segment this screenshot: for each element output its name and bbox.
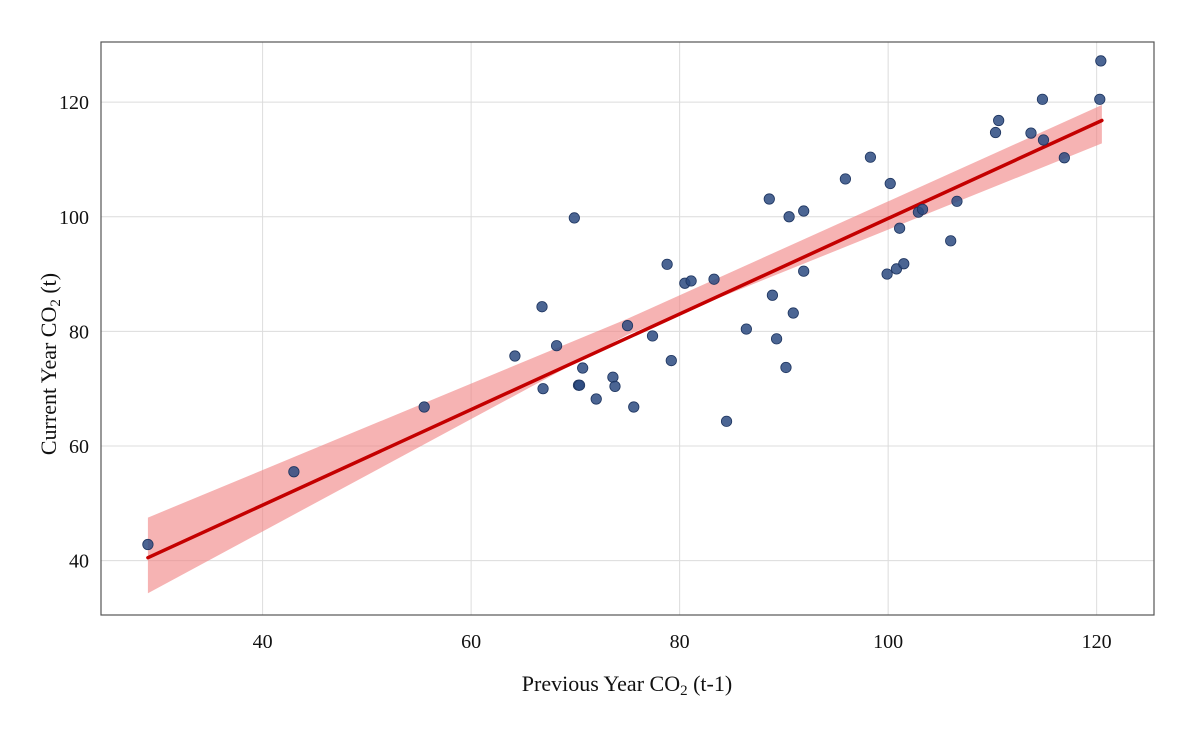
y-axis-label: Current Year CO2 (t) xyxy=(36,273,64,455)
regression-line xyxy=(146,118,1104,560)
data-point xyxy=(418,401,430,413)
data-point xyxy=(142,538,154,551)
x-tick-label: 80 xyxy=(670,631,690,653)
data-point xyxy=(551,340,563,352)
data-point xyxy=(881,268,893,280)
data-point xyxy=(537,383,549,395)
grid xyxy=(101,42,1154,615)
data-points-layer xyxy=(142,55,1107,551)
data-point xyxy=(288,466,300,478)
data-point xyxy=(989,126,1002,139)
y-tick-label: 40 xyxy=(69,551,89,573)
data-point xyxy=(536,301,548,313)
y-tick-label: 100 xyxy=(59,207,89,229)
regression-line-layer xyxy=(146,118,1104,560)
data-point xyxy=(1095,55,1107,67)
data-point xyxy=(993,114,1005,127)
data-point xyxy=(607,371,619,383)
y-axis-ticks: 40 60 80 100 120 xyxy=(59,92,89,572)
confidence-band-layer xyxy=(147,105,1102,594)
data-point xyxy=(646,330,659,342)
data-point xyxy=(609,380,621,392)
data-point xyxy=(780,361,792,374)
data-point xyxy=(763,193,775,205)
data-point xyxy=(590,393,602,405)
data-point xyxy=(568,212,580,224)
data-point xyxy=(798,265,810,277)
data-point xyxy=(740,323,752,335)
data-point xyxy=(1037,134,1050,146)
data-point xyxy=(787,307,799,319)
data-point xyxy=(770,333,783,345)
data-point xyxy=(628,401,640,413)
data-point xyxy=(864,151,877,163)
y-tick-label: 80 xyxy=(69,321,89,343)
y-tick-label: 120 xyxy=(59,92,89,114)
x-tick-label: 120 xyxy=(1082,631,1112,653)
data-point xyxy=(798,205,810,217)
data-point xyxy=(839,173,851,185)
confidence-band xyxy=(147,105,1102,594)
data-point xyxy=(894,222,906,234)
data-point xyxy=(720,415,733,427)
x-tick-label: 40 xyxy=(253,631,273,653)
data-point xyxy=(577,362,589,374)
data-point xyxy=(945,235,957,247)
y-tick-label: 60 xyxy=(69,436,89,458)
data-point xyxy=(621,320,634,332)
data-point xyxy=(783,211,795,223)
plot-frame xyxy=(100,41,1155,616)
x-tick-label: 100 xyxy=(873,631,903,653)
data-point xyxy=(884,177,896,190)
data-point xyxy=(951,195,963,207)
data-point xyxy=(708,273,720,285)
data-point xyxy=(509,350,521,362)
data-point xyxy=(766,289,779,301)
data-point xyxy=(1058,152,1070,164)
x-axis-label: Previous Year CO2 (t-1) xyxy=(522,671,732,699)
data-point xyxy=(1036,93,1049,105)
data-point xyxy=(685,275,697,287)
data-point xyxy=(661,258,673,270)
data-point xyxy=(1094,93,1106,105)
data-point xyxy=(1025,127,1037,139)
data-point xyxy=(916,203,929,215)
x-tick-label: 60 xyxy=(461,631,481,653)
data-point xyxy=(573,379,586,391)
data-point xyxy=(665,354,677,367)
x-axis-ticks: 40 60 80 100 120 xyxy=(253,631,1112,653)
data-point xyxy=(898,258,910,270)
